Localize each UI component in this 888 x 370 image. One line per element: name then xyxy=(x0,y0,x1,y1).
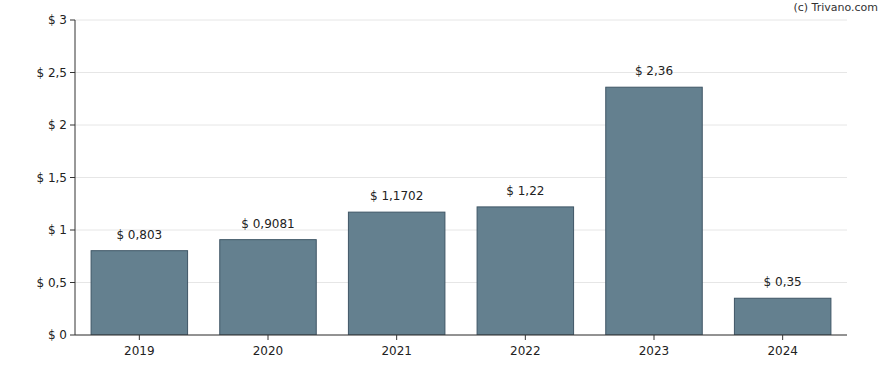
grid-line xyxy=(75,282,847,283)
grid-line xyxy=(75,230,847,231)
x-tick xyxy=(396,335,397,340)
data-label: $ 0,35 xyxy=(764,275,802,289)
x-tick-label: 2024 xyxy=(767,344,798,358)
x-axis xyxy=(75,335,847,336)
data-label: $ 1,22 xyxy=(506,184,544,198)
grid-line xyxy=(75,177,847,178)
x-tick xyxy=(139,335,140,340)
x-tick xyxy=(525,335,526,340)
y-tick-label: $ 2,5 xyxy=(36,66,67,80)
x-tick xyxy=(268,335,269,340)
data-label: $ 0,9081 xyxy=(241,217,294,231)
grid-line xyxy=(75,125,847,126)
data-label: $ 2,36 xyxy=(635,64,673,78)
y-tick-label: $ 2 xyxy=(48,118,67,132)
y-tick xyxy=(70,72,75,73)
y-tick-label: $ 1 xyxy=(48,223,67,237)
grid-line xyxy=(75,72,847,73)
y-tick xyxy=(70,230,75,231)
bars xyxy=(91,87,831,335)
data-label: $ 1,1702 xyxy=(370,189,423,203)
x-tick-label: 2021 xyxy=(381,344,412,358)
y-tick-label: $ 0,5 xyxy=(36,276,67,290)
chart: $ 0 $ 0,5 $ 1 $ 1,5 $ 2 $ 2,5 $ 3 $ 0,803 $ 0,90… xyxy=(0,0,888,370)
credit: (c) Trivano.com xyxy=(793,1,878,14)
chart-container: $ 0 $ 0,5 $ 1 $ 1,5 $ 2 $ 2,5 $ 3 $ 0,803 $ 0,90… xyxy=(0,0,888,370)
bar xyxy=(91,251,188,335)
x-tick xyxy=(782,335,783,340)
y-tick xyxy=(70,335,75,336)
x-tick-label: 2022 xyxy=(510,344,541,358)
y-tick-label: $ 0 xyxy=(48,328,67,342)
y-axis xyxy=(75,20,76,335)
grid-line xyxy=(75,335,847,336)
x-tick xyxy=(654,335,655,340)
bar xyxy=(477,207,574,335)
y-tick-label: $ 1,5 xyxy=(36,171,67,185)
y-tick xyxy=(70,125,75,126)
y-tick xyxy=(70,282,75,283)
y-tick-label: $ 3 xyxy=(48,13,67,27)
bar xyxy=(606,87,703,335)
y-tick xyxy=(70,177,75,178)
x-tick-label: 2020 xyxy=(253,344,284,358)
bar xyxy=(348,212,445,335)
bar xyxy=(220,240,317,335)
data-label: $ 0,803 xyxy=(116,228,162,242)
y-tick xyxy=(70,20,75,21)
bar xyxy=(734,298,831,335)
grid-line xyxy=(75,20,847,21)
x-tick-label: 2019 xyxy=(124,344,155,358)
x-tick-label: 2023 xyxy=(639,344,670,358)
